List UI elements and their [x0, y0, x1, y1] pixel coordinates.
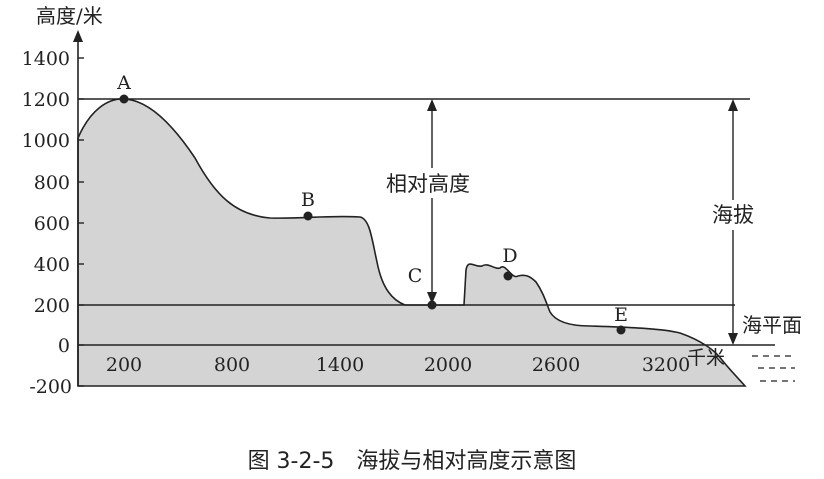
sea-hatching	[752, 355, 795, 382]
y-tick-label: 400	[34, 254, 70, 276]
x-unit-label: 千米	[687, 347, 725, 369]
relative-height-label: 相对高度	[386, 172, 470, 196]
x-tick-label: 200	[106, 354, 142, 376]
x-tick-label: 2600	[532, 354, 580, 376]
y-tick-label: 1000	[22, 130, 70, 152]
point-a-marker	[119, 94, 129, 104]
y-tick-label: 0	[58, 335, 70, 357]
x-tick-label: 800	[214, 354, 250, 376]
x-tick-labels: 200 800 1400 2000 2600 3200	[106, 354, 690, 376]
altitude-label: 海拔	[712, 203, 754, 227]
terrain-profile	[77, 98, 747, 387]
y-tick-label: 600	[34, 213, 70, 235]
point-e-label: E	[614, 304, 628, 326]
y-tick-label: 800	[34, 172, 70, 194]
point-a-label: A	[116, 72, 131, 94]
point-b-label: B	[301, 189, 315, 211]
y-tick-label: 1400	[22, 48, 70, 70]
points: A B C D E	[116, 72, 628, 335]
point-c-label: C	[408, 265, 423, 287]
point-c-marker	[427, 300, 437, 310]
y-ticks	[78, 57, 84, 387]
point-d-marker	[503, 271, 513, 281]
y-tick-label: 1200	[22, 89, 70, 111]
figure-caption: 图 3-2-5 海拔与相对高度示意图	[248, 449, 577, 474]
sea-level-label: 海平面	[742, 313, 802, 337]
point-d-label: D	[502, 245, 517, 267]
relative-height-arrow	[427, 99, 437, 304]
y-tick-label: -200	[29, 376, 72, 398]
x-tick-label: 2000	[424, 354, 472, 376]
y-axis-label: 高度/米	[36, 4, 103, 28]
y-tick-labels: 1400 1200 1000 800 600 400 200 0 -200	[22, 48, 72, 398]
point-b-marker	[303, 211, 313, 221]
y-axis-arrow	[73, 30, 83, 42]
point-e-marker	[616, 325, 626, 335]
y-tick-label: 200	[34, 295, 70, 317]
x-tick-label: 3200	[642, 354, 690, 376]
x-tick-label: 1400	[316, 354, 364, 376]
